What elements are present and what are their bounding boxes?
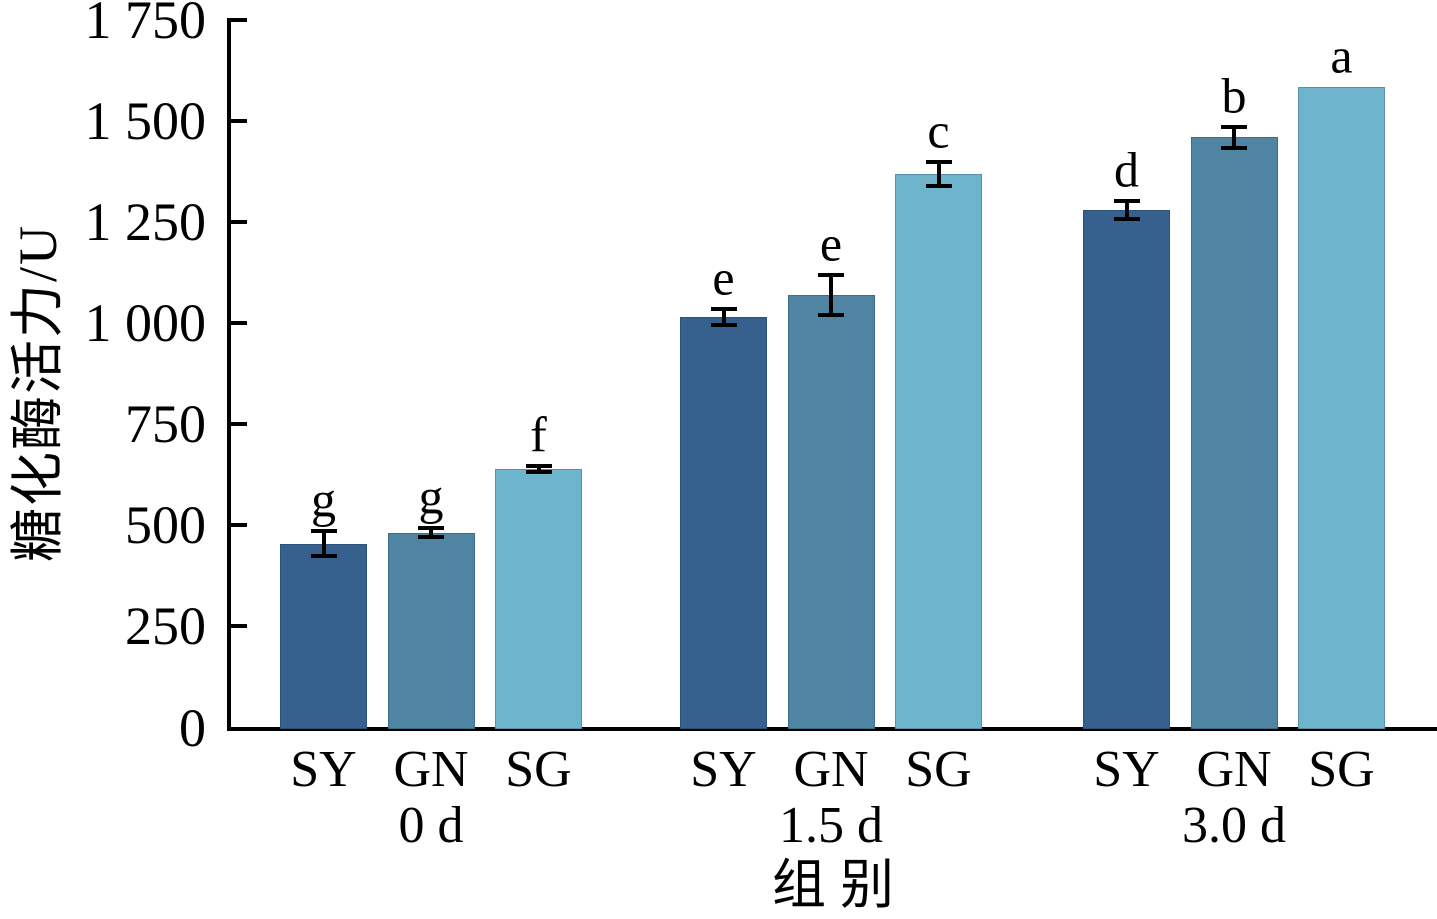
- y-axis-spine: [227, 18, 231, 731]
- error-bar-cap: [710, 323, 737, 328]
- group-label: 1.5 d: [779, 797, 883, 854]
- x-tick-label-sg: SG: [905, 741, 972, 798]
- bar-sg-0d: [495, 468, 582, 729]
- error-bar-cap: [925, 183, 952, 188]
- significance-letter: a: [1330, 27, 1353, 84]
- error-bar: [1124, 201, 1129, 219]
- y-tick-mark: [231, 422, 247, 427]
- bar-gn-1.5d: [787, 294, 875, 729]
- bar-gn-3.0d: [1190, 137, 1278, 729]
- y-tick-label: 500: [125, 495, 206, 556]
- y-tick-label: 1 250: [84, 192, 207, 253]
- x-tick-label-sy: SY: [690, 741, 757, 798]
- significance-letter: b: [1221, 67, 1247, 124]
- x-tick-label-gn: GN: [393, 741, 469, 798]
- significance-letter: f: [530, 406, 547, 463]
- group-label: 3.0 d: [1182, 797, 1286, 854]
- bar-sg-1.5d: [895, 173, 982, 729]
- error-bar-cap: [818, 313, 844, 318]
- x-tick-label-sy: SY: [1093, 741, 1160, 798]
- error-bar-cap: [1113, 199, 1140, 204]
- error-bar: [536, 465, 541, 472]
- y-tick-mark: [231, 624, 247, 629]
- x-tick-label-sy: SY: [290, 741, 357, 798]
- error-bar: [936, 161, 941, 186]
- y-tick-label: 1 500: [84, 91, 207, 152]
- error-bar-cap: [925, 159, 952, 164]
- significance-letter: g: [311, 471, 336, 528]
- significance-letter: d: [1114, 141, 1139, 198]
- y-tick-mark: [231, 220, 247, 225]
- significance-letter: c: [927, 102, 950, 158]
- x-tick-label-sg: SG: [505, 741, 572, 798]
- x-tick-label-gn: GN: [793, 741, 869, 798]
- x-tick-label-sg: SG: [1308, 741, 1375, 798]
- error-bar-cap: [310, 553, 337, 558]
- y-tick-label: 250: [125, 596, 206, 657]
- y-tick-mark: [231, 119, 247, 124]
- error-bar-cap: [525, 469, 552, 474]
- error-bar-cap: [418, 535, 444, 540]
- bar-sy-1.5d: [680, 317, 767, 729]
- y-tick-mark: [231, 523, 247, 528]
- y-tick-label: 0: [179, 697, 206, 758]
- error-bar-cap: [1221, 145, 1247, 150]
- x-axis-label: 组别: [772, 855, 908, 915]
- error-bar: [321, 531, 326, 556]
- error-bar-cap: [310, 529, 337, 534]
- x-tick-label-gn: GN: [1196, 741, 1272, 798]
- y-tick-label: 750: [125, 394, 206, 455]
- error-bar-cap: [525, 463, 552, 468]
- error-bar: [829, 274, 833, 316]
- y-tick-label: 1 000: [84, 293, 207, 354]
- error-bar: [721, 309, 726, 326]
- error-bar-cap: [710, 307, 737, 312]
- x-axis-spine: [227, 727, 1437, 731]
- bar-sy-0d: [280, 543, 367, 729]
- group-label: 0 d: [398, 797, 464, 854]
- bar-sy-3.0d: [1083, 210, 1170, 729]
- error-bar-cap: [418, 525, 444, 530]
- error-bar: [1232, 126, 1236, 148]
- bar-sg-3.0d: [1298, 86, 1385, 729]
- significance-letter: g: [418, 468, 444, 525]
- y-tick-mark: [231, 321, 247, 326]
- significance-letter: e: [712, 249, 735, 306]
- error-bar-cap: [1113, 216, 1140, 221]
- y-tick-label: 1 750: [84, 0, 207, 50]
- bar-gn-0d: [387, 532, 475, 729]
- error-bar-cap: [1221, 124, 1247, 129]
- significance-letter: e: [819, 215, 843, 272]
- y-tick-mark: [231, 18, 247, 22]
- error-bar-cap: [818, 272, 844, 277]
- error-bar: [429, 527, 433, 538]
